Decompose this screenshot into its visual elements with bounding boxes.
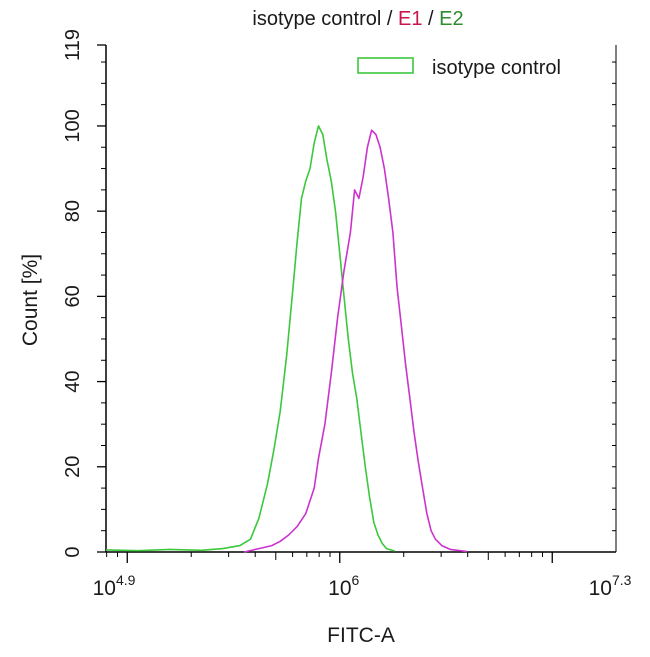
title-part-0: isotype control [252, 8, 381, 30]
x-axis-label: FITC-A [327, 624, 395, 647]
x-tick-base: 10 [328, 577, 351, 600]
legend: isotype control [357, 57, 561, 79]
y-tick-label-119: 119 [62, 29, 84, 61]
title-part-4: E2 [439, 8, 463, 30]
title-part-1: / [381, 8, 398, 30]
plot-frame [105, 45, 617, 553]
data-series [105, 125, 468, 553]
y-tick-label-60: 60 [62, 285, 84, 307]
y-tick-label-20: 20 [62, 456, 84, 478]
x-tick-exponent: 6 [352, 572, 360, 588]
chart-title-text: isotype control / E1 / E2 [252, 8, 463, 30]
x-tick-base: 10 [93, 577, 116, 600]
x-tick-exponent: 7.3 [612, 572, 632, 588]
y-tick-label-80: 80 [62, 200, 84, 222]
x-tick-label-2: 107.3 [589, 572, 632, 600]
legend-swatch [357, 57, 414, 74]
legend-label: isotype control [432, 57, 561, 79]
title-part-3: / [422, 8, 439, 30]
title-part-2: E1 [398, 8, 422, 30]
x-tick-exponent: 4.9 [116, 572, 136, 588]
series-line-isotype-control [105, 125, 396, 552]
x-tick-label-0: 104.9 [93, 572, 136, 600]
y-axis-label: Count [%] [19, 254, 42, 346]
x-tick-base: 10 [589, 577, 612, 600]
y-tick-label-100: 100 [62, 109, 84, 142]
x-tick-label-1: 106 [328, 572, 359, 600]
series-line-unnamed-1 [243, 129, 468, 553]
y-tick-label-0: 0 [62, 546, 84, 557]
y-tick-label-40: 40 [62, 370, 84, 392]
chart-title: isotype control / E1 / E2 [252, 8, 463, 30]
